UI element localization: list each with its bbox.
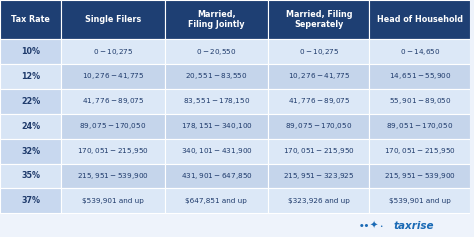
Bar [268, 164, 369, 188]
Text: $215,951 - $323,925: $215,951 - $323,925 [283, 171, 355, 181]
Text: $0 - $20,550: $0 - $20,550 [196, 46, 237, 57]
Text: Married, Filing
Seperately: Married, Filing Seperately [285, 10, 352, 29]
Bar [268, 89, 369, 114]
Bar [268, 114, 369, 139]
Text: 32%: 32% [21, 147, 40, 155]
Text: $55,901 - $89,050: $55,901 - $89,050 [389, 96, 451, 106]
Text: $20,551 - $83,550: $20,551 - $83,550 [185, 71, 248, 82]
Bar [369, 114, 471, 139]
Bar [268, 0, 369, 39]
Text: 10%: 10% [21, 47, 40, 56]
Text: 35%: 35% [21, 172, 40, 180]
Bar [268, 64, 369, 89]
Bar [0, 188, 61, 213]
Bar [61, 0, 164, 39]
Bar [164, 114, 268, 139]
Text: $215,951 - $539,900: $215,951 - $539,900 [384, 171, 456, 181]
Text: $10,276 - $41,775: $10,276 - $41,775 [82, 71, 144, 82]
Bar [61, 64, 164, 89]
Text: $10,276 - $41,775: $10,276 - $41,775 [288, 71, 350, 82]
Text: $89,051 - $170,050: $89,051 - $170,050 [386, 121, 454, 131]
Text: ••: •• [359, 222, 370, 231]
Bar [369, 164, 471, 188]
Text: $647,851 and up: $647,851 and up [185, 198, 247, 204]
Bar [61, 164, 164, 188]
Text: taxrise: taxrise [394, 221, 434, 231]
Bar [369, 39, 471, 64]
Text: 24%: 24% [21, 122, 40, 131]
Text: $215,951 - $539,900: $215,951 - $539,900 [77, 171, 149, 181]
Bar [61, 139, 164, 164]
Text: $340,101 - $431,900: $340,101 - $431,900 [181, 146, 252, 156]
Bar [164, 188, 268, 213]
Bar [164, 64, 268, 89]
Text: $170,051 - $215,950: $170,051 - $215,950 [283, 146, 355, 156]
Text: $41,776 - $89,075: $41,776 - $89,075 [288, 96, 350, 106]
Text: $0 - $10,275: $0 - $10,275 [93, 46, 133, 57]
Text: ✦: ✦ [370, 221, 378, 231]
Text: 12%: 12% [21, 72, 40, 81]
Bar [0, 39, 61, 64]
Text: $0 - $10,275: $0 - $10,275 [299, 46, 339, 57]
Bar [164, 164, 268, 188]
Bar [369, 64, 471, 89]
Text: Married,
Filing Jointly: Married, Filing Jointly [188, 10, 245, 29]
Bar [0, 114, 61, 139]
Text: $170,051 - $215,950: $170,051 - $215,950 [77, 146, 149, 156]
Text: Tax Rate: Tax Rate [11, 15, 50, 24]
Bar [268, 139, 369, 164]
Bar [61, 89, 164, 114]
Text: $89,075 - $170,050: $89,075 - $170,050 [285, 121, 352, 131]
Text: 37%: 37% [21, 196, 40, 205]
Text: $83,551 - $178,150: $83,551 - $178,150 [183, 96, 250, 106]
Bar [369, 139, 471, 164]
Text: $41,776 - $89,075: $41,776 - $89,075 [82, 96, 144, 106]
Bar [268, 188, 369, 213]
Text: 22%: 22% [21, 97, 40, 106]
Bar [164, 39, 268, 64]
Text: Single Filers: Single Filers [85, 15, 141, 24]
Bar [0, 164, 61, 188]
Text: $431,901 - $647,850: $431,901 - $647,850 [181, 171, 252, 181]
Text: $323,926 and up: $323,926 and up [288, 198, 350, 204]
Text: $539,901 and up: $539,901 and up [82, 198, 144, 204]
Text: $170,051 - $215,950: $170,051 - $215,950 [384, 146, 456, 156]
Bar [369, 89, 471, 114]
Bar [0, 64, 61, 89]
Bar [0, 139, 61, 164]
Bar [0, 89, 61, 114]
Bar [61, 39, 164, 64]
Text: $0 - $14,650: $0 - $14,650 [400, 46, 440, 57]
Bar [164, 0, 268, 39]
Bar [369, 188, 471, 213]
Bar [369, 0, 471, 39]
Text: $178,151 - $340,100: $178,151 - $340,100 [181, 121, 252, 131]
Text: •: • [379, 224, 383, 229]
Text: $14,651 - $55,900: $14,651 - $55,900 [389, 71, 451, 82]
Bar [164, 139, 268, 164]
Bar [61, 114, 164, 139]
Bar [164, 89, 268, 114]
Text: $89,075 - $170,050: $89,075 - $170,050 [79, 121, 146, 131]
Text: Head of Household: Head of Household [377, 15, 463, 24]
Bar [61, 188, 164, 213]
Text: $539,901 and up: $539,901 and up [389, 198, 451, 204]
Bar [0, 0, 61, 39]
Bar [268, 39, 369, 64]
